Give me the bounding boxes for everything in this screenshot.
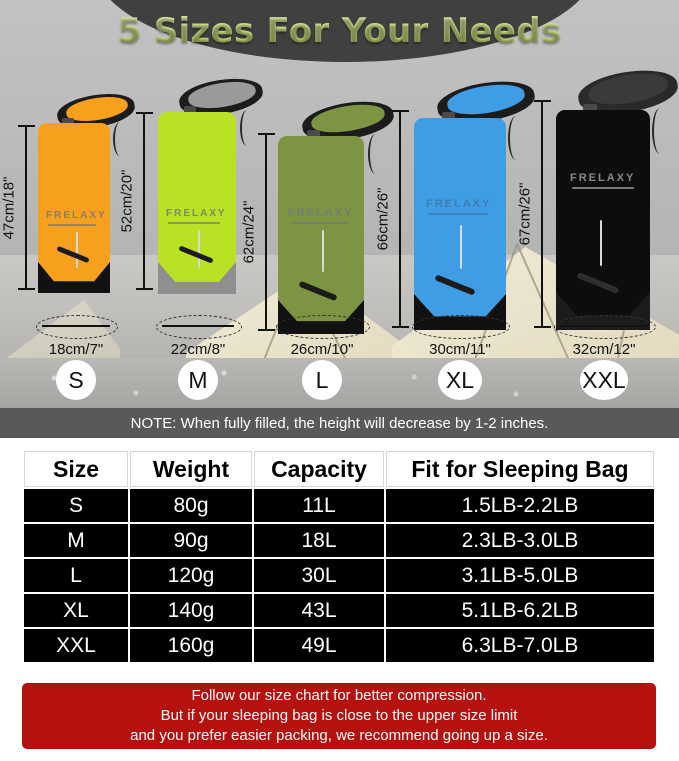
recommendation-banner: Follow our size chart for better compres…	[22, 683, 656, 749]
column-header-capacity: Capacity	[254, 451, 384, 487]
height-label-s: 47cm/18"	[0, 176, 18, 239]
size-badge-xl: XL	[438, 360, 482, 400]
cell-capacity: 11L	[254, 489, 384, 522]
cell-fit: 1.5LB-2.2LB	[386, 489, 654, 522]
size-chart-table: Size Weight Capacity Fit for Sleeping Ba…	[22, 449, 656, 664]
footer-line-3: and you prefer easier packing, we recomm…	[130, 727, 548, 745]
width-label-xxl: 32cm/12"	[572, 341, 636, 358]
table-row: L 120g 30L 3.1LB-5.0LB	[24, 559, 654, 592]
size-badge-m: M	[178, 360, 218, 400]
dimension-width-xxl	[560, 325, 648, 327]
cell-weight: 160g	[130, 629, 252, 662]
table-row: XL 140g 43L 5.1LB-6.2LB	[24, 594, 654, 627]
cell-fit: 3.1LB-5.0LB	[386, 559, 654, 592]
footprint-ellipse-m	[156, 315, 242, 339]
size-badge-xxl: XXL	[580, 360, 628, 400]
cell-capacity: 43L	[254, 594, 384, 627]
footprint-ellipse-xl	[412, 315, 510, 339]
height-label-m: 52cm/20"	[118, 169, 136, 233]
note-bar: NOTE: When fully filled, the height will…	[0, 408, 679, 438]
cell-weight: 140g	[130, 594, 252, 627]
footprint-ellipse-s	[36, 315, 118, 339]
cell-size: S	[24, 489, 128, 522]
table-row: XXL 160g 49L 6.3LB-7.0LB	[24, 629, 654, 662]
cell-size: XXL	[24, 629, 128, 662]
cell-weight: 80g	[130, 489, 252, 522]
width-label-l: 26cm/10"	[290, 341, 354, 358]
column-header-size: Size	[24, 451, 128, 487]
cell-weight: 90g	[130, 524, 252, 557]
cell-fit: 6.3LB-7.0LB	[386, 629, 654, 662]
cell-capacity: 18L	[254, 524, 384, 557]
height-label-xxl: 67cm/26"	[516, 182, 534, 246]
table-row: M 90g 18L 2.3LB-3.0LB	[24, 524, 654, 557]
table-header-row: Size Weight Capacity Fit for Sleeping Ba…	[24, 451, 654, 487]
width-label-s: 18cm/7"	[48, 341, 104, 358]
column-header-weight: Weight	[130, 451, 252, 487]
width-label-xl: 30cm/11"	[429, 341, 491, 358]
hero-illustration: 5 Sizes For Your Needs FRELAXY 47cm/18" …	[0, 0, 679, 408]
cell-size: L	[24, 559, 128, 592]
cell-fit: 5.1LB-6.2LB	[386, 594, 654, 627]
size-badge-l: L	[302, 360, 342, 400]
cell-capacity: 49L	[254, 629, 384, 662]
dimension-width-m	[162, 325, 234, 327]
page-title: 5 Sizes For Your Needs	[0, 0, 679, 62]
cell-fit: 2.3LB-3.0LB	[386, 524, 654, 557]
cell-size: M	[24, 524, 128, 557]
size-badge-s: S	[56, 360, 96, 400]
footprint-ellipse-xxl	[554, 315, 656, 339]
width-label-m: 22cm/8"	[170, 341, 226, 358]
cell-size: XL	[24, 594, 128, 627]
footer-line-1: Follow our size chart for better compres…	[191, 686, 487, 704]
cell-weight: 120g	[130, 559, 252, 592]
dimension-width-l	[282, 325, 362, 327]
cell-capacity: 30L	[254, 559, 384, 592]
dimension-width-s	[42, 325, 110, 327]
height-label-xl: 66cm/26"	[374, 187, 392, 251]
dimension-width-xl	[418, 325, 502, 327]
footprint-ellipse-l	[276, 315, 370, 339]
height-label-l: 62cm/24"	[240, 200, 258, 264]
footer-line-2: But if your sleeping bag is close to the…	[160, 706, 518, 724]
table-row: S 80g 11L 1.5LB-2.2LB	[24, 489, 654, 522]
column-header-fit: Fit for Sleeping Bag	[386, 451, 654, 487]
